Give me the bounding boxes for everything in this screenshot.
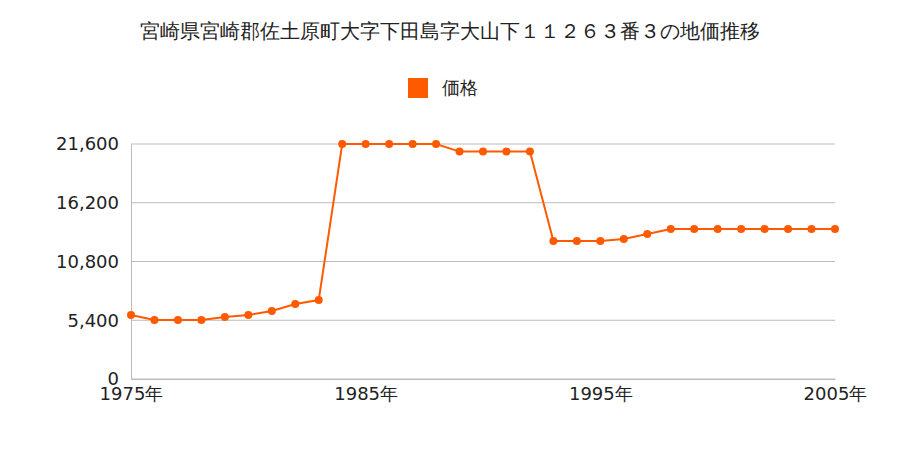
point	[291, 300, 299, 308]
point	[667, 225, 675, 233]
y-tick: 10,800	[56, 251, 131, 272]
point	[127, 311, 135, 319]
point	[479, 148, 487, 156]
x-tick-label: 1985年	[334, 383, 398, 404]
x-tick: 1985年	[334, 379, 398, 404]
grid-line	[131, 144, 835, 145]
y-tick-label: 16,200	[56, 192, 119, 213]
plot-area	[127, 140, 839, 324]
point	[197, 316, 205, 324]
x-axis: 1975年 1985年 1995年 2005年	[100, 379, 868, 404]
point	[761, 225, 769, 233]
x-tick-label: 1995年	[569, 383, 633, 404]
point	[784, 225, 792, 233]
point	[596, 237, 604, 245]
y-tick-label: 5,400	[67, 310, 119, 331]
point	[714, 225, 722, 233]
point	[338, 140, 346, 148]
point	[573, 237, 581, 245]
point	[456, 148, 464, 156]
y-tick-label: 10,800	[56, 251, 119, 272]
x-tick: 2005年	[804, 379, 868, 404]
point	[268, 307, 276, 315]
point	[315, 296, 323, 304]
point	[150, 316, 158, 324]
point	[409, 140, 417, 148]
grid-line	[131, 320, 835, 321]
point	[432, 140, 440, 148]
y-tick: 21,600	[56, 133, 131, 154]
point	[737, 225, 745, 233]
point	[385, 140, 393, 148]
point	[502, 148, 510, 156]
x-tick: 1995年	[569, 379, 633, 404]
y-tick: 5,400	[67, 310, 131, 331]
grid-line	[131, 379, 835, 380]
chart-container: 宮崎県宮崎郡佐土原町大字下田島字大山下１１２６３番３の地価推移05,40010,…	[0, 0, 900, 450]
point	[526, 148, 534, 156]
x-tick: 1975年	[100, 379, 164, 404]
point	[174, 316, 182, 324]
series-line	[131, 144, 835, 320]
point	[221, 313, 229, 321]
title: 宮崎県宮崎郡佐土原町大字下田島字大山下１１２６３番３の地価推移	[140, 19, 760, 43]
chart: 宮崎県宮崎郡佐土原町大字下田島字大山下１１２６３番３の地価推移05,40010,…	[0, 0, 900, 450]
point	[362, 140, 370, 148]
x-axis-line	[132, 379, 836, 380]
y-axis: 05,40010,80016,20021,600	[56, 133, 131, 389]
y-axis-line	[131, 145, 132, 380]
y-tick-label: 21,600	[56, 133, 119, 154]
y-tick: 16,200	[56, 192, 131, 213]
grid-line	[131, 261, 835, 262]
x-tick-label: 1975年	[100, 383, 164, 404]
point	[549, 237, 557, 245]
grid-line	[131, 202, 835, 203]
point	[244, 311, 252, 319]
point	[690, 225, 698, 233]
point	[620, 235, 628, 243]
legend-label: 価格	[442, 77, 478, 98]
point	[831, 225, 839, 233]
legend: 価格	[408, 77, 478, 98]
point	[643, 230, 651, 238]
legend-swatch	[408, 78, 428, 98]
grid	[131, 144, 835, 379]
point	[808, 225, 816, 233]
x-tick-label: 2005年	[804, 383, 868, 404]
